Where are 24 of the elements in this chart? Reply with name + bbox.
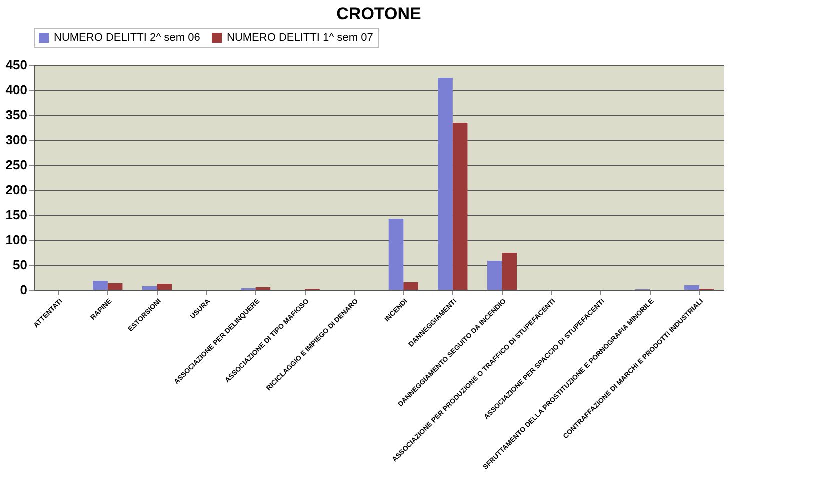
bar bbox=[438, 78, 453, 290]
y-tick-label: 300 bbox=[6, 132, 28, 148]
bar bbox=[108, 284, 123, 290]
y-tick-label: 50 bbox=[13, 258, 28, 272]
y-tick-label: 400 bbox=[6, 82, 28, 98]
y-tick-label: 450 bbox=[6, 58, 28, 72]
bar bbox=[487, 261, 502, 290]
bar bbox=[452, 123, 468, 290]
y-tick-label: 200 bbox=[6, 182, 28, 198]
bar bbox=[388, 219, 404, 290]
legend-label: NUMERO DELITTI 1^ sem 07 bbox=[227, 32, 374, 44]
chart-title: CROTONE bbox=[336, 4, 422, 24]
bar bbox=[142, 286, 158, 290]
bar bbox=[157, 284, 172, 290]
y-tick-label: 0 bbox=[20, 282, 28, 298]
bar bbox=[93, 281, 108, 290]
bar bbox=[684, 286, 700, 290]
y-tick-label: 250 bbox=[6, 158, 28, 172]
y-tick-label: 350 bbox=[6, 108, 28, 122]
bar bbox=[502, 253, 517, 290]
y-tick-label: 150 bbox=[6, 208, 28, 222]
legend-label: NUMERO DELITTI 2^ sem 06 bbox=[54, 32, 200, 44]
bar bbox=[404, 282, 418, 290]
y-tick-label: 100 bbox=[6, 232, 28, 248]
